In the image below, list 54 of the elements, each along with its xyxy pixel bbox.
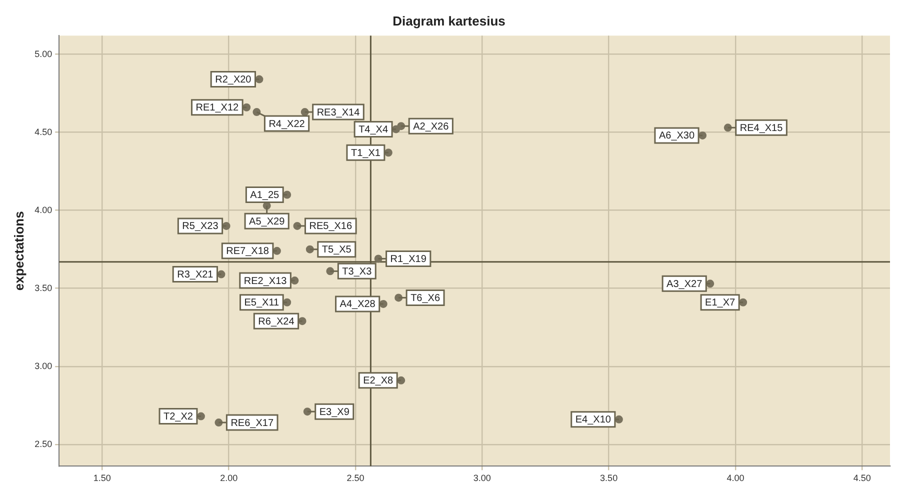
- point: [222, 222, 230, 230]
- annotation: E4_X10: [575, 414, 612, 426]
- annotation: T4_X4: [358, 124, 388, 136]
- x-tick-label: 2.00: [220, 473, 238, 484]
- point: [614, 415, 623, 424]
- annotation: E5_X11: [244, 298, 280, 309]
- annotation: T5_X5: [322, 244, 352, 256]
- annotation: RE3_X14: [316, 107, 360, 118]
- annotation: RE4_X15: [740, 122, 784, 134]
- annotation: A4_X28: [340, 299, 376, 310]
- x-tick-label: 2.50: [346, 473, 364, 484]
- annotation: E3_X9: [319, 406, 350, 418]
- annotation: T3_X3: [342, 266, 372, 278]
- x-tick-label: 3.50: [600, 473, 618, 484]
- annotation: R4_X22: [268, 118, 306, 130]
- x-tick-label: 1.50: [93, 473, 111, 484]
- annotation: R3_X21: [177, 270, 214, 281]
- annotation: T2_X2: [164, 412, 194, 423]
- point: [379, 300, 388, 308]
- annotation: RE5_X16: [309, 221, 352, 232]
- annotation: R2_X20: [215, 74, 252, 86]
- annotation: A6_X30: [658, 130, 695, 142]
- annotation: RE1_X12: [196, 102, 240, 114]
- point: [384, 148, 392, 157]
- annotation: T1_X1: [350, 148, 381, 159]
- chart-title: Diagram kartesius: [392, 13, 506, 28]
- x-tick-label: 4.50: [853, 473, 871, 484]
- y-axis-title: expectations: [11, 211, 26, 291]
- y-tick-label: 4.50: [34, 126, 52, 137]
- point: [196, 412, 205, 420]
- x-tick-label: 3.00: [473, 473, 491, 484]
- annotation: R6_X24: [258, 316, 295, 328]
- annotation: R1_X19: [390, 254, 427, 265]
- y-tick-label: 2.50: [34, 438, 52, 449]
- annotation: E2_X8: [363, 376, 394, 387]
- point: [706, 280, 714, 288]
- point: [272, 246, 281, 255]
- annotation: A5_X29: [249, 216, 286, 228]
- annotation: E1_X7: [705, 298, 736, 309]
- annotation: RE7_X18: [226, 246, 270, 258]
- x-tick-label: 4.00: [726, 473, 744, 484]
- annotation: A2_X26: [413, 121, 450, 132]
- annotation: R5_X23: [182, 221, 219, 232]
- y-tick-label: 5.00: [34, 48, 52, 59]
- annotation: A3_X27: [666, 278, 703, 290]
- y-tick-label: 3.50: [34, 282, 52, 293]
- y-tick-label: 4.00: [34, 204, 52, 215]
- annotation: A1_25: [250, 190, 280, 201]
- point: [698, 131, 707, 140]
- annotation: T6_X6: [410, 292, 440, 304]
- y-tick-label: 3.00: [34, 360, 52, 371]
- annotation: RE6_X17: [230, 418, 274, 429]
- annotation: RE2_X13: [244, 276, 288, 287]
- point: [255, 75, 264, 84]
